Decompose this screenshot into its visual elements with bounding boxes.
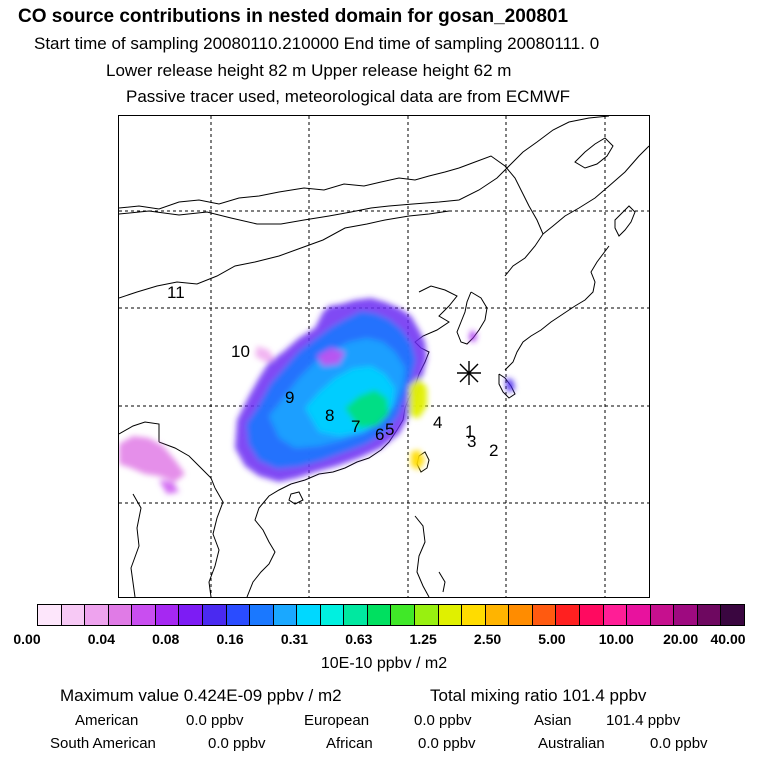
release-height-line: Lower release height 82 m Upper release … bbox=[106, 61, 512, 80]
color-scale-cell bbox=[438, 605, 463, 625]
color-scale-cell bbox=[674, 605, 698, 625]
color-scale-cell bbox=[179, 605, 203, 625]
color-scale-cell bbox=[650, 605, 675, 625]
color-scale-unit: 10E-10 ppbv / m2 bbox=[320, 655, 448, 672]
color-scale-cell bbox=[603, 605, 628, 625]
color-scale-cell bbox=[61, 605, 86, 625]
region-name-african: African bbox=[326, 735, 373, 752]
concentration-field bbox=[119, 298, 515, 494]
color-scale-tick-label: 0.16 bbox=[216, 631, 244, 647]
region-name-australian: Australian bbox=[538, 735, 605, 752]
region-name-european: European bbox=[304, 712, 370, 729]
color-scale-cell bbox=[721, 605, 744, 625]
sampling-time-line: Start time of sampling 20080110.210000 E… bbox=[34, 34, 600, 53]
color-scale-bar bbox=[37, 604, 745, 626]
color-scale-cell bbox=[697, 605, 722, 625]
color-scale-tick-label: 10.00 bbox=[598, 631, 634, 647]
region-label-4: 4 bbox=[433, 413, 442, 432]
color-scale-cell bbox=[108, 605, 133, 625]
color-scale-tick-label: 0.04 bbox=[87, 631, 115, 647]
color-scale-tick-label: 0.00 bbox=[13, 631, 41, 647]
color-scale-cell bbox=[38, 605, 62, 625]
region-name-american: American bbox=[75, 712, 139, 729]
color-scale-cell bbox=[509, 605, 533, 625]
region-name-asian: Asian bbox=[534, 712, 572, 729]
color-scale-cell bbox=[344, 605, 368, 625]
color-scale-cell bbox=[273, 605, 298, 625]
color-scale-cell bbox=[579, 605, 604, 625]
color-scale-tick-label: 40.00 bbox=[710, 631, 746, 647]
color-scale-cell bbox=[226, 605, 251, 625]
tracer-info-line: Passive tracer used, meteorological data… bbox=[126, 87, 571, 106]
region-name-south-american: South American bbox=[50, 735, 156, 752]
color-scale-ticks: 0.00 0.04 0.08 0.16 0.31 0.63 1.25 2.50 5.00 10.0… bbox=[0, 631, 768, 651]
map-title: CO source contributions in nested domain… bbox=[18, 6, 569, 27]
asterisk-receptor-icon bbox=[457, 361, 481, 385]
region-label-2: 2 bbox=[489, 441, 498, 460]
color-scale-cell bbox=[320, 605, 345, 625]
region-label-8: 8 bbox=[325, 406, 334, 425]
region-label-9: 9 bbox=[285, 388, 294, 407]
color-scale-tick-label: 20.00 bbox=[663, 631, 699, 647]
color-scale-cell bbox=[202, 605, 227, 625]
color-scale-tick-label: 0.31 bbox=[280, 631, 309, 647]
color-scale-cell bbox=[462, 605, 486, 625]
color-scale-cell bbox=[391, 605, 415, 625]
region-label-11: 11 bbox=[167, 283, 185, 302]
color-scale-tick-label: 0.08 bbox=[152, 631, 180, 647]
color-scale-cell bbox=[367, 605, 392, 625]
source-contribution-map: 1 2 3 4 5 6 7 8 9 10 11 bbox=[118, 115, 650, 598]
region-value-asian: 101.4 ppbv bbox=[606, 712, 681, 729]
color-scale-cell bbox=[297, 605, 321, 625]
region-label-10: 10 bbox=[231, 342, 250, 361]
color-scale-cell bbox=[132, 605, 156, 625]
total-mixing-ratio: Total mixing ratio 101.4 ppbv bbox=[430, 686, 647, 705]
color-scale-tick-label: 1.25 bbox=[409, 631, 437, 647]
color-scale-cell bbox=[155, 605, 180, 625]
region-value-european: 0.0 ppbv bbox=[414, 712, 472, 729]
color-scale-cell bbox=[415, 605, 439, 625]
color-scale-tick-label: 2.50 bbox=[473, 631, 502, 647]
region-value-american: 0.0 ppbv bbox=[186, 712, 244, 729]
color-scale-cell bbox=[85, 605, 109, 625]
maximum-value: Maximum value 0.424E-09 ppbv / m2 bbox=[60, 686, 342, 705]
color-scale-cell bbox=[485, 605, 510, 625]
color-scale-cell bbox=[250, 605, 274, 625]
region-label-3: 3 bbox=[467, 432, 476, 451]
region-value-south-american: 0.0 ppbv bbox=[208, 735, 266, 752]
region-label-1: 1 bbox=[465, 422, 474, 441]
color-scale-tick-label: 0.63 bbox=[345, 631, 373, 647]
color-scale-tick-label: 5.00 bbox=[538, 631, 566, 647]
region-value-australian: 0.0 ppbv bbox=[650, 735, 708, 752]
region-value-african: 0.0 ppbv bbox=[418, 735, 476, 752]
color-scale-cell bbox=[532, 605, 557, 625]
region-label-6: 6 bbox=[375, 425, 384, 444]
region-label-5: 5 bbox=[385, 420, 394, 439]
color-scale-cell bbox=[627, 605, 651, 625]
color-scale-cell bbox=[556, 605, 580, 625]
region-label-7: 7 bbox=[351, 417, 360, 436]
